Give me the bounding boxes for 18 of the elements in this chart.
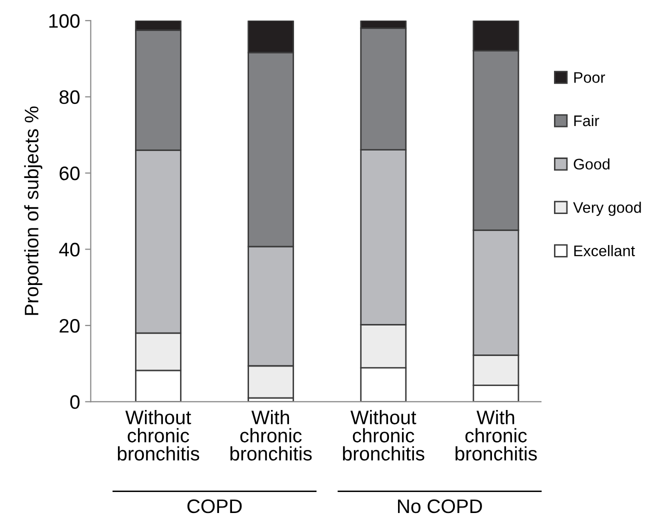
y-tick-label: 40: [59, 242, 80, 256]
legend-label: Very good: [573, 202, 641, 216]
y-tick-label: 0: [70, 395, 80, 409]
x-tick-label: With chronic bronchitis: [456, 410, 537, 461]
legend-label: Poor: [574, 72, 606, 83]
x-tick-label: With chronic bronchitis: [230, 410, 312, 461]
text: COPD: [187, 499, 242, 514]
y-tick-label: 100: [49, 14, 80, 28]
y-axis-title: Proportion of subjects %: [24, 106, 42, 315]
y-tick-label: 60: [60, 166, 80, 180]
legend-label: Good: [574, 158, 610, 170]
x-tick-label: Without chronic bronchitis: [343, 410, 424, 461]
text: No COPD: [398, 499, 482, 514]
x-tick-label: Without chronic bronchitis: [118, 410, 200, 461]
legend-label: Excellant: [574, 245, 635, 256]
legend-label: Fair: [574, 114, 600, 126]
y-tick-label: 20: [60, 318, 80, 333]
y-tick-label: 80: [60, 90, 80, 104]
